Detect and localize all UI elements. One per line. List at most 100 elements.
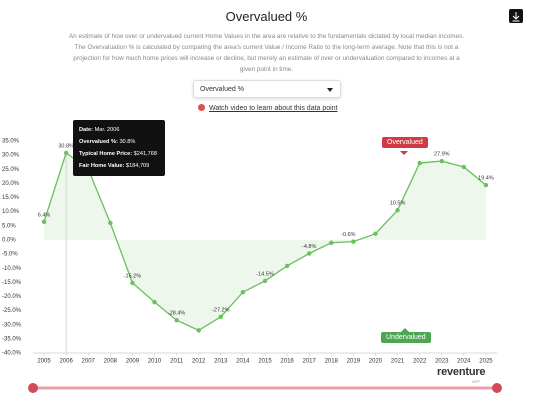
x-tick-label: 2020 — [369, 359, 383, 365]
y-tick-label: -10.0% — [2, 266, 22, 272]
point — [395, 208, 400, 213]
y-tick-label: -40.0% — [2, 351, 22, 357]
point — [417, 160, 422, 166]
data-label: -0.6% — [341, 232, 355, 238]
description: An estimate of how over or undervalued c… — [20, 31, 513, 75]
x-tick-label: 2023 — [435, 359, 449, 365]
title: Overvalued % — [225, 9, 308, 24]
x-tick-label: 2025 — [479, 359, 493, 365]
dropdown-label: Overvalued % — [200, 86, 244, 93]
tooltip-row: Date: Mar. 2006 — [79, 124, 159, 136]
slider-handle[interactable] — [28, 383, 38, 393]
point — [439, 158, 444, 164]
y-tick-label: 30.0% — [2, 153, 20, 159]
y-tick-label: 0.0% — [2, 238, 16, 244]
data-label: -28.4% — [168, 311, 186, 317]
x-tick-label: 2022 — [413, 359, 427, 365]
y-tick-label: -5.0% — [2, 252, 18, 258]
point — [218, 314, 224, 320]
point — [196, 328, 201, 333]
description-line: projection for how much home prices will… — [73, 55, 460, 62]
y-tick-label: -15.0% — [2, 280, 22, 286]
tooltip-label: Overvalued %: — [79, 139, 118, 145]
tooltip-row: Overvalued %: 30.8% — [79, 136, 159, 148]
y-tick-label: -30.0% — [2, 322, 22, 328]
data-label: -14.5% — [256, 271, 274, 277]
x-tick-label: 2015 — [258, 359, 272, 365]
area-fill — [44, 152, 486, 331]
x-tick-label: 2016 — [280, 359, 294, 365]
tooltip-label: Fair Home Value: — [79, 163, 125, 169]
logo: reventure — [437, 366, 486, 378]
video-link-text[interactable]: Watch video to learn about this data poi… — [209, 105, 338, 112]
description-line: An estimate of how over or undervalued c… — [68, 33, 465, 40]
tooltip-label: Date: — [79, 127, 93, 133]
x-tick-label: 2012 — [192, 359, 206, 365]
tooltip: Date: Mar. 2006 Overvalued %: 30.8% Typi… — [73, 120, 165, 176]
point — [152, 299, 157, 305]
data-label: 27.9% — [434, 152, 450, 158]
y-tick-label: -20.0% — [2, 294, 22, 300]
x-tick-label: 2013 — [214, 359, 228, 365]
y-tick-label: 5.0% — [2, 223, 16, 229]
description-line: The Overvaluation % is calculated by com… — [74, 44, 459, 51]
point — [130, 280, 135, 286]
x-tick-label: 2008 — [104, 359, 118, 365]
tooltip-value: $184,709 — [125, 163, 150, 169]
point — [262, 278, 268, 284]
tooltip-label: Typical Home Price: — [79, 151, 133, 157]
point — [461, 164, 467, 170]
point — [329, 240, 334, 245]
tooltip-row: Typical Home Price: $241,768 — [79, 148, 159, 160]
tooltip-row: Fair Home Value: $184,709 — [79, 160, 159, 172]
point — [306, 251, 312, 256]
data-label: 10.5% — [390, 201, 406, 207]
logo-sub: APP — [472, 379, 481, 384]
tooltip-value: $241,768 — [133, 151, 157, 157]
data-label: -27.2% — [212, 307, 230, 313]
y-tick-label: 20.0% — [2, 181, 20, 187]
data-label: 6.4% — [38, 212, 51, 218]
x-tick-label: 2011 — [170, 359, 184, 365]
point — [373, 231, 378, 236]
point — [351, 239, 356, 244]
download-icon — [512, 12, 520, 22]
point — [63, 150, 69, 156]
badge-pointer — [400, 151, 408, 155]
x-tick-label: 2019 — [347, 359, 361, 365]
x-tick-label: 2018 — [325, 359, 339, 365]
data-label: 19.4% — [478, 176, 494, 182]
description-line: given point in time. — [239, 66, 294, 73]
undervalued-badge: Undervalued — [381, 332, 431, 343]
data-label: -4.8% — [302, 244, 316, 250]
x-tick-label: 2005 — [37, 359, 51, 365]
dropdown[interactable]: Overvalued % — [193, 80, 341, 98]
y-tick-label: -35.0% — [2, 336, 22, 342]
y-tick-label: 10.0% — [2, 209, 20, 215]
x-tick-label: 2021 — [391, 359, 405, 365]
x-tick-label: 2010 — [148, 359, 162, 365]
video-link[interactable]: Watch video to learn about this data poi… — [198, 104, 338, 112]
x-tick-label: 2007 — [82, 359, 96, 365]
y-tick-label: 35.0% — [2, 139, 20, 145]
point — [174, 318, 179, 323]
point — [240, 290, 246, 295]
point — [284, 263, 290, 269]
y-tick-label: -25.0% — [2, 308, 22, 314]
data-label: 30.8% — [58, 143, 74, 149]
point — [483, 182, 489, 188]
badge-pointer — [401, 328, 409, 332]
overvalued-badge: Overvalued — [382, 137, 428, 148]
caret — [327, 88, 333, 92]
x-tick-label: 2006 — [59, 359, 73, 365]
tooltip-value: 30.8% — [119, 139, 136, 145]
point — [41, 219, 47, 225]
slider-handle[interactable] — [492, 383, 502, 393]
x-tick-label: 2014 — [236, 359, 250, 365]
point — [108, 220, 113, 226]
tooltip-value: Mar. 2006 — [94, 127, 120, 133]
video-icon — [198, 104, 205, 111]
x-tick-label: 2024 — [457, 359, 471, 365]
